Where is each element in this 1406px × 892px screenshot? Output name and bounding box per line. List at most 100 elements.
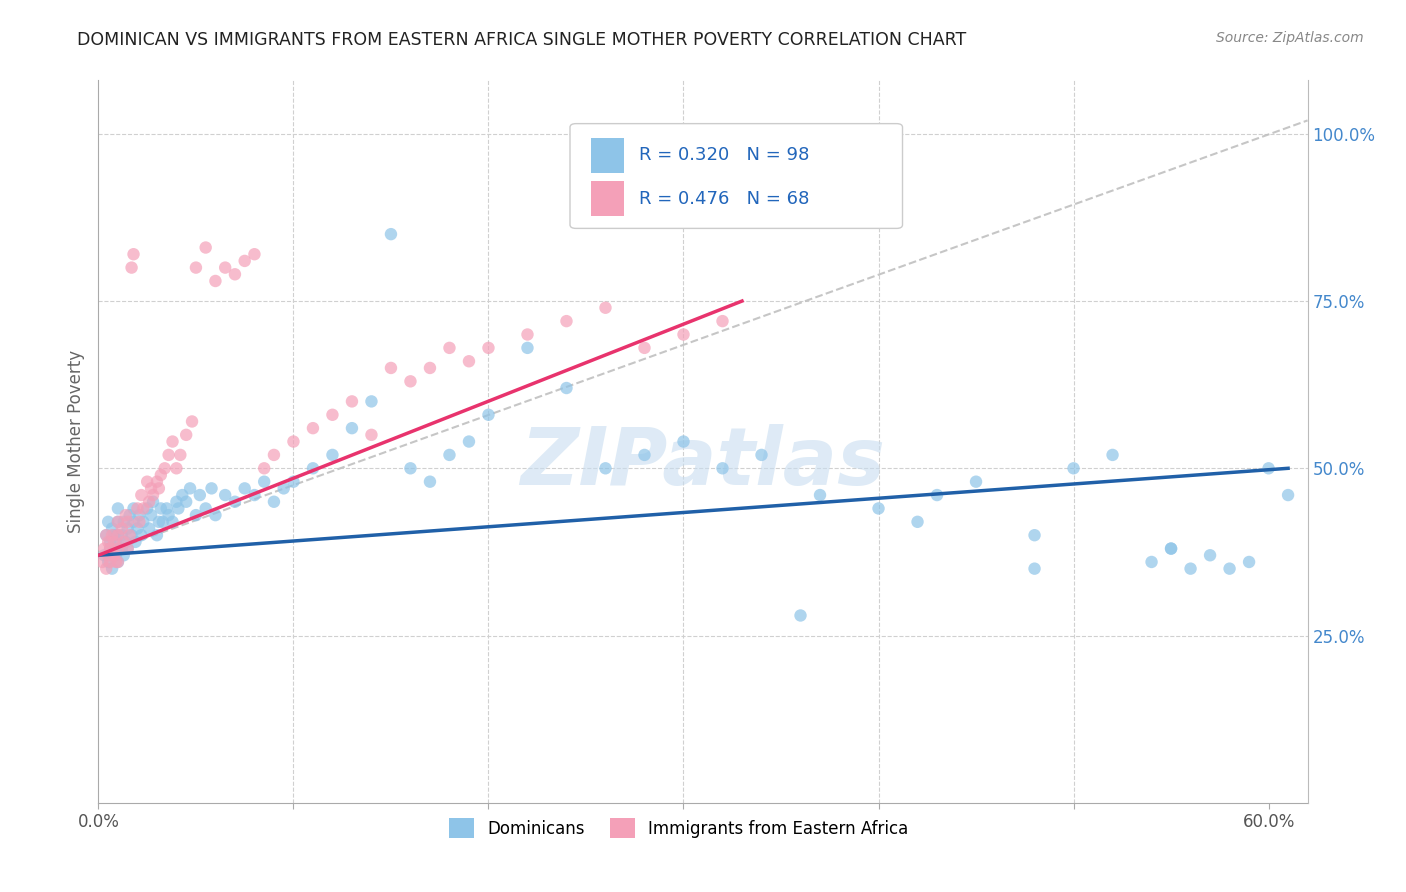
Point xyxy=(516,327,538,342)
Point xyxy=(96,562,118,576)
Bar xyxy=(591,138,624,173)
Point xyxy=(142,494,165,508)
Point xyxy=(127,521,149,535)
Point xyxy=(98,541,121,556)
Point xyxy=(595,461,617,475)
Point xyxy=(107,501,129,516)
Point xyxy=(107,555,129,569)
Point xyxy=(555,314,578,328)
Point xyxy=(868,501,890,516)
Point xyxy=(139,482,162,496)
Point xyxy=(458,434,481,449)
Point xyxy=(925,488,948,502)
Point xyxy=(148,482,170,496)
Point xyxy=(184,508,207,523)
Point xyxy=(214,260,236,275)
Point xyxy=(1160,541,1182,556)
Point xyxy=(477,408,499,422)
Point xyxy=(633,448,655,462)
Point xyxy=(1101,448,1123,462)
Point xyxy=(111,541,134,556)
Point xyxy=(157,448,180,462)
Point xyxy=(439,341,461,355)
Point xyxy=(131,488,153,502)
Point xyxy=(808,488,831,502)
Point xyxy=(204,274,226,288)
Point xyxy=(1160,541,1182,556)
Point xyxy=(93,541,115,556)
Point xyxy=(184,260,207,275)
Point xyxy=(122,515,145,529)
Point xyxy=(112,548,135,563)
Point xyxy=(114,508,136,523)
Point xyxy=(302,461,325,475)
Point xyxy=(751,448,773,462)
Point xyxy=(263,448,285,462)
Text: Source: ZipAtlas.com: Source: ZipAtlas.com xyxy=(1216,31,1364,45)
Point xyxy=(118,508,141,523)
Point xyxy=(1199,548,1222,563)
Point xyxy=(122,247,145,261)
Point xyxy=(117,515,139,529)
Point xyxy=(98,541,121,556)
Point xyxy=(516,341,538,355)
Point xyxy=(162,515,184,529)
Point xyxy=(419,475,441,489)
Point xyxy=(107,541,129,556)
Point xyxy=(101,562,124,576)
Point xyxy=(131,528,153,542)
Point xyxy=(172,488,194,502)
Point xyxy=(98,534,121,549)
Point xyxy=(321,408,343,422)
Point xyxy=(1237,555,1260,569)
Point xyxy=(380,361,402,376)
Point xyxy=(167,501,190,516)
Text: DOMINICAN VS IMMIGRANTS FROM EASTERN AFRICA SINGLE MOTHER POVERTY CORRELATION CH: DOMINICAN VS IMMIGRANTS FROM EASTERN AFR… xyxy=(77,31,966,49)
Point xyxy=(148,515,170,529)
Point xyxy=(139,508,162,523)
Point xyxy=(104,555,127,569)
Point xyxy=(96,528,118,542)
Point xyxy=(399,375,422,389)
Point xyxy=(302,421,325,435)
Point xyxy=(97,555,120,569)
Point xyxy=(380,227,402,242)
Point xyxy=(283,434,305,449)
Point xyxy=(97,515,120,529)
Point xyxy=(263,494,285,508)
Text: R = 0.320   N = 98: R = 0.320 N = 98 xyxy=(638,146,810,164)
Point xyxy=(107,541,129,556)
Point xyxy=(114,534,136,549)
Point xyxy=(907,515,929,529)
Point xyxy=(111,528,134,542)
Point xyxy=(1024,528,1046,542)
Y-axis label: Single Mother Poverty: Single Mother Poverty xyxy=(66,350,84,533)
Point xyxy=(360,394,382,409)
Point xyxy=(169,448,191,462)
Point xyxy=(103,541,125,556)
Point xyxy=(165,494,187,508)
Point xyxy=(672,327,695,342)
Point xyxy=(555,381,578,395)
Point xyxy=(243,247,266,261)
Point xyxy=(128,515,150,529)
Point xyxy=(136,501,159,516)
Point xyxy=(107,515,129,529)
Point xyxy=(121,260,143,275)
Bar xyxy=(591,181,624,216)
Point xyxy=(360,427,382,442)
Point xyxy=(101,521,124,535)
Point xyxy=(122,501,145,516)
Point xyxy=(103,528,125,542)
Point xyxy=(118,528,141,542)
Text: R = 0.476   N = 68: R = 0.476 N = 68 xyxy=(638,190,810,208)
Point xyxy=(174,494,197,508)
Point xyxy=(419,361,441,376)
Point xyxy=(789,608,811,623)
Point xyxy=(97,548,120,563)
Point xyxy=(96,528,118,542)
Point xyxy=(142,488,165,502)
Point xyxy=(1277,488,1299,502)
Point xyxy=(273,482,295,496)
Point xyxy=(1257,461,1279,475)
